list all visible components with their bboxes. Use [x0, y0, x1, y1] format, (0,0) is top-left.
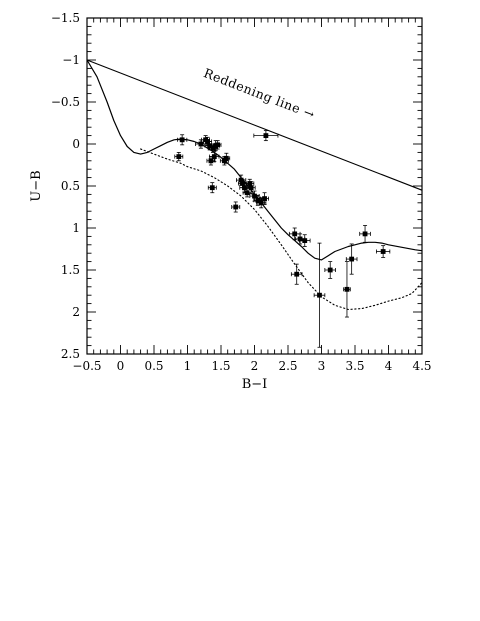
- data-point: [345, 243, 358, 275]
- y-tick-label: 1.5: [61, 263, 80, 277]
- x-tick-labels: −0.5 0 0.5 1 1.5 2 2.5 3 3.5 4 4.5: [72, 359, 431, 373]
- y-tick-label: −1: [62, 53, 80, 67]
- data-point: [253, 130, 279, 142]
- x-tick-label: 1.5: [211, 359, 230, 373]
- data-point: [206, 156, 216, 166]
- y-tick-labels: −1.5 −1 −0.5 0 0.5 1 1.5 2 2.5: [51, 11, 80, 361]
- data-point: [359, 225, 371, 243]
- x-tick-label: 2.5: [278, 359, 297, 373]
- data-point: [298, 234, 311, 247]
- x-tick-label: 0.5: [144, 359, 163, 373]
- data-point: [213, 140, 222, 150]
- x-tick-label: −0.5: [72, 359, 101, 373]
- data-point: [313, 242, 326, 348]
- axis-ticks: [86, 17, 423, 355]
- y-axis-title: U−B: [29, 170, 44, 201]
- x-tick-label: 3.5: [345, 359, 364, 373]
- x-tick-label: 3: [318, 359, 326, 373]
- x-axis-title: B−I: [242, 377, 268, 392]
- data-point: [290, 263, 303, 285]
- reddening-line-annotation: Reddening line →: [202, 65, 318, 122]
- data-point: [177, 134, 188, 146]
- y-tick-label: 2: [72, 305, 80, 319]
- data-point: [260, 192, 269, 205]
- y-tick-label: −0.5: [51, 95, 80, 109]
- data-point: [242, 188, 252, 198]
- y-tick-label: 1: [72, 221, 80, 235]
- data-point: [343, 261, 351, 318]
- data-point: [207, 182, 217, 194]
- reddening-line: [86, 59, 423, 191]
- data-point: [174, 151, 184, 162]
- data-point: [324, 261, 336, 279]
- data-points-layer: [174, 130, 391, 348]
- x-tick-label: 2: [251, 359, 259, 373]
- y-tick-label: 2.5: [61, 347, 80, 361]
- y-tick-label: 0.5: [61, 179, 80, 193]
- x-tick-label: 0: [117, 359, 125, 373]
- y-tick-label: 0: [72, 137, 80, 151]
- x-tick-label: 4: [385, 359, 393, 373]
- plot-frame: [86, 17, 423, 355]
- dotted-model-curve: [140, 148, 423, 311]
- x-tick-label: 4.5: [412, 359, 431, 373]
- data-point: [376, 245, 391, 258]
- data-point: [231, 201, 241, 213]
- x-tick-label: 1: [184, 359, 192, 373]
- data-point: [219, 156, 229, 166]
- data-point: [245, 178, 255, 189]
- y-tick-label: −1.5: [51, 11, 80, 25]
